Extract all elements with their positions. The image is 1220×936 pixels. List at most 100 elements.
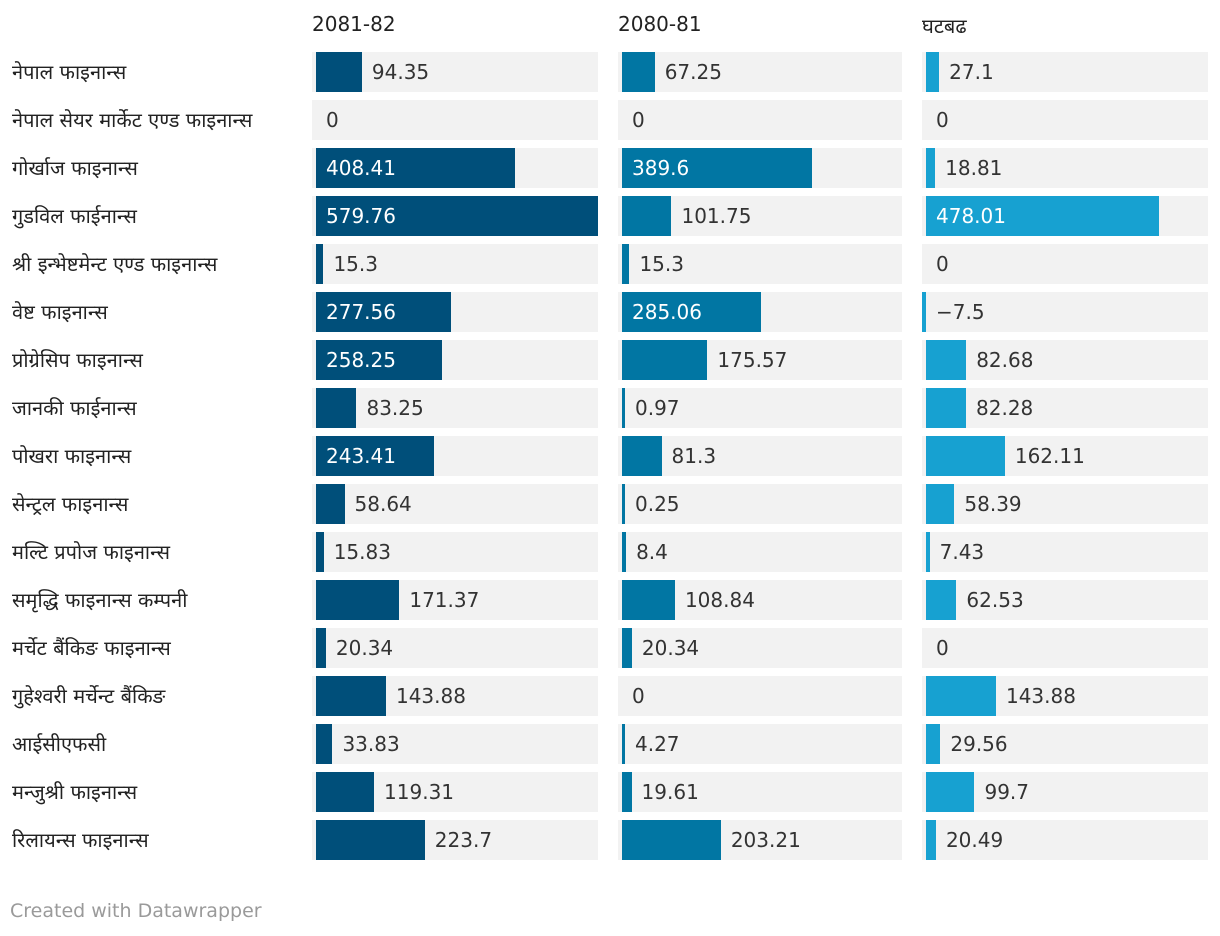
bar-track [312, 628, 598, 668]
row-label: पोखरा फाइनान्स [12, 444, 132, 468]
data-label: 175.57 [717, 348, 788, 372]
data-label: 408.41 [326, 156, 396, 180]
row-label: आईसीएफसी [12, 732, 107, 756]
bar-track [922, 580, 1208, 620]
data-label: 4.27 [635, 732, 680, 756]
bar[interactable] [622, 484, 625, 524]
data-label: 171.37 [409, 588, 480, 612]
bar[interactable] [622, 580, 675, 620]
bar[interactable] [926, 772, 975, 812]
bar[interactable] [926, 196, 1159, 236]
bar[interactable] [926, 340, 967, 380]
bar-track [618, 388, 902, 428]
row-label: मर्चेट बैंकिङ फाइनान्स [12, 636, 171, 660]
bar[interactable] [622, 148, 812, 188]
bar[interactable] [316, 724, 333, 764]
data-label: 243.41 [326, 444, 396, 468]
bar[interactable] [926, 724, 941, 764]
row-label: वेष्ट फाइनान्स [12, 300, 108, 324]
bar-track [618, 484, 902, 524]
bar[interactable] [926, 148, 936, 188]
bar-track [922, 532, 1208, 572]
bar[interactable] [622, 772, 632, 812]
bar[interactable] [926, 676, 996, 716]
bar[interactable] [622, 340, 708, 380]
data-label: 58.64 [354, 492, 412, 516]
bar[interactable] [622, 724, 625, 764]
data-label: 15.3 [639, 252, 684, 276]
bar-track [922, 628, 1208, 668]
bar[interactable] [622, 196, 672, 236]
data-label: 20.34 [641, 636, 700, 660]
bar-track [618, 244, 902, 284]
bar[interactable] [316, 676, 386, 716]
bar[interactable] [316, 772, 375, 812]
bar[interactable] [926, 580, 957, 620]
bar[interactable] [622, 52, 655, 92]
bar-track [922, 292, 1208, 332]
bar[interactable] [316, 244, 324, 284]
row-label: जानकी फाईनान्स [12, 396, 137, 420]
bar[interactable] [926, 436, 1005, 476]
bar[interactable] [926, 532, 930, 572]
bar[interactable] [316, 292, 451, 332]
bar[interactable] [622, 244, 630, 284]
bar[interactable] [316, 628, 326, 668]
bar[interactable] [316, 52, 362, 92]
data-label: 33.83 [342, 732, 400, 756]
data-label: 0 [632, 108, 645, 132]
bar[interactable] [622, 628, 632, 668]
data-label: 0.97 [635, 396, 680, 420]
bar[interactable] [316, 436, 435, 476]
bar[interactable] [622, 820, 721, 860]
bar[interactable] [622, 436, 662, 476]
bar[interactable] [316, 532, 324, 572]
bar-track [312, 100, 598, 140]
bar[interactable] [316, 388, 357, 428]
column-header-2: 2080-81 [618, 12, 702, 36]
bar-track [922, 724, 1208, 764]
bar-track [618, 100, 902, 140]
data-label: −7.5 [936, 300, 985, 324]
data-label: 223.7 [434, 828, 493, 852]
bar-track [312, 532, 598, 572]
bar[interactable] [316, 820, 425, 860]
column-header-1: 2081-82 [312, 12, 396, 36]
row-label: गुहेश्वरी मर्चेन्ट बैंकिङ [12, 684, 166, 708]
bar[interactable] [622, 388, 625, 428]
bar-track [618, 724, 902, 764]
row-label: श्री इन्भेष्टमेन्ट एण्ड फाइनान्स [12, 252, 218, 276]
bar[interactable] [316, 580, 400, 620]
bar[interactable] [926, 52, 940, 92]
data-label: 94.35 [371, 60, 430, 84]
row-label: समृद्धि फाइनान्स कम्पनी [12, 588, 188, 612]
bar-track [922, 52, 1208, 92]
bar-track [618, 532, 902, 572]
data-label: 83.25 [366, 396, 424, 420]
row-label: प्रोग्रेसिप फाइनान्स [12, 348, 143, 372]
data-label: 162.11 [1014, 444, 1085, 468]
bar[interactable] [316, 148, 515, 188]
data-label: 15.83 [333, 540, 391, 564]
bar[interactable] [922, 292, 926, 332]
row-label: नेपाल सेयर मार्केट एण्ड फाइनान्स [12, 108, 253, 132]
datawrapper-credit: Created with Datawrapper [10, 900, 262, 922]
bar[interactable] [316, 196, 598, 236]
row-label: रिलायन्स फाइनान्स [12, 828, 149, 852]
data-label: 0.25 [635, 492, 680, 516]
bar[interactable] [926, 820, 936, 860]
bar[interactable] [316, 484, 345, 524]
data-label: 20.49 [945, 828, 1004, 852]
bar[interactable] [316, 340, 442, 380]
bar[interactable] [926, 484, 955, 524]
bar-track [922, 148, 1208, 188]
bar-track [618, 52, 902, 92]
column-header-3: घटबढ [922, 14, 967, 38]
data-label: 0 [936, 108, 949, 132]
bar[interactable] [926, 388, 967, 428]
data-label: 0 [936, 252, 949, 276]
data-label: 15.3 [333, 252, 378, 276]
bar[interactable] [622, 532, 627, 572]
bar[interactable] [622, 292, 761, 332]
